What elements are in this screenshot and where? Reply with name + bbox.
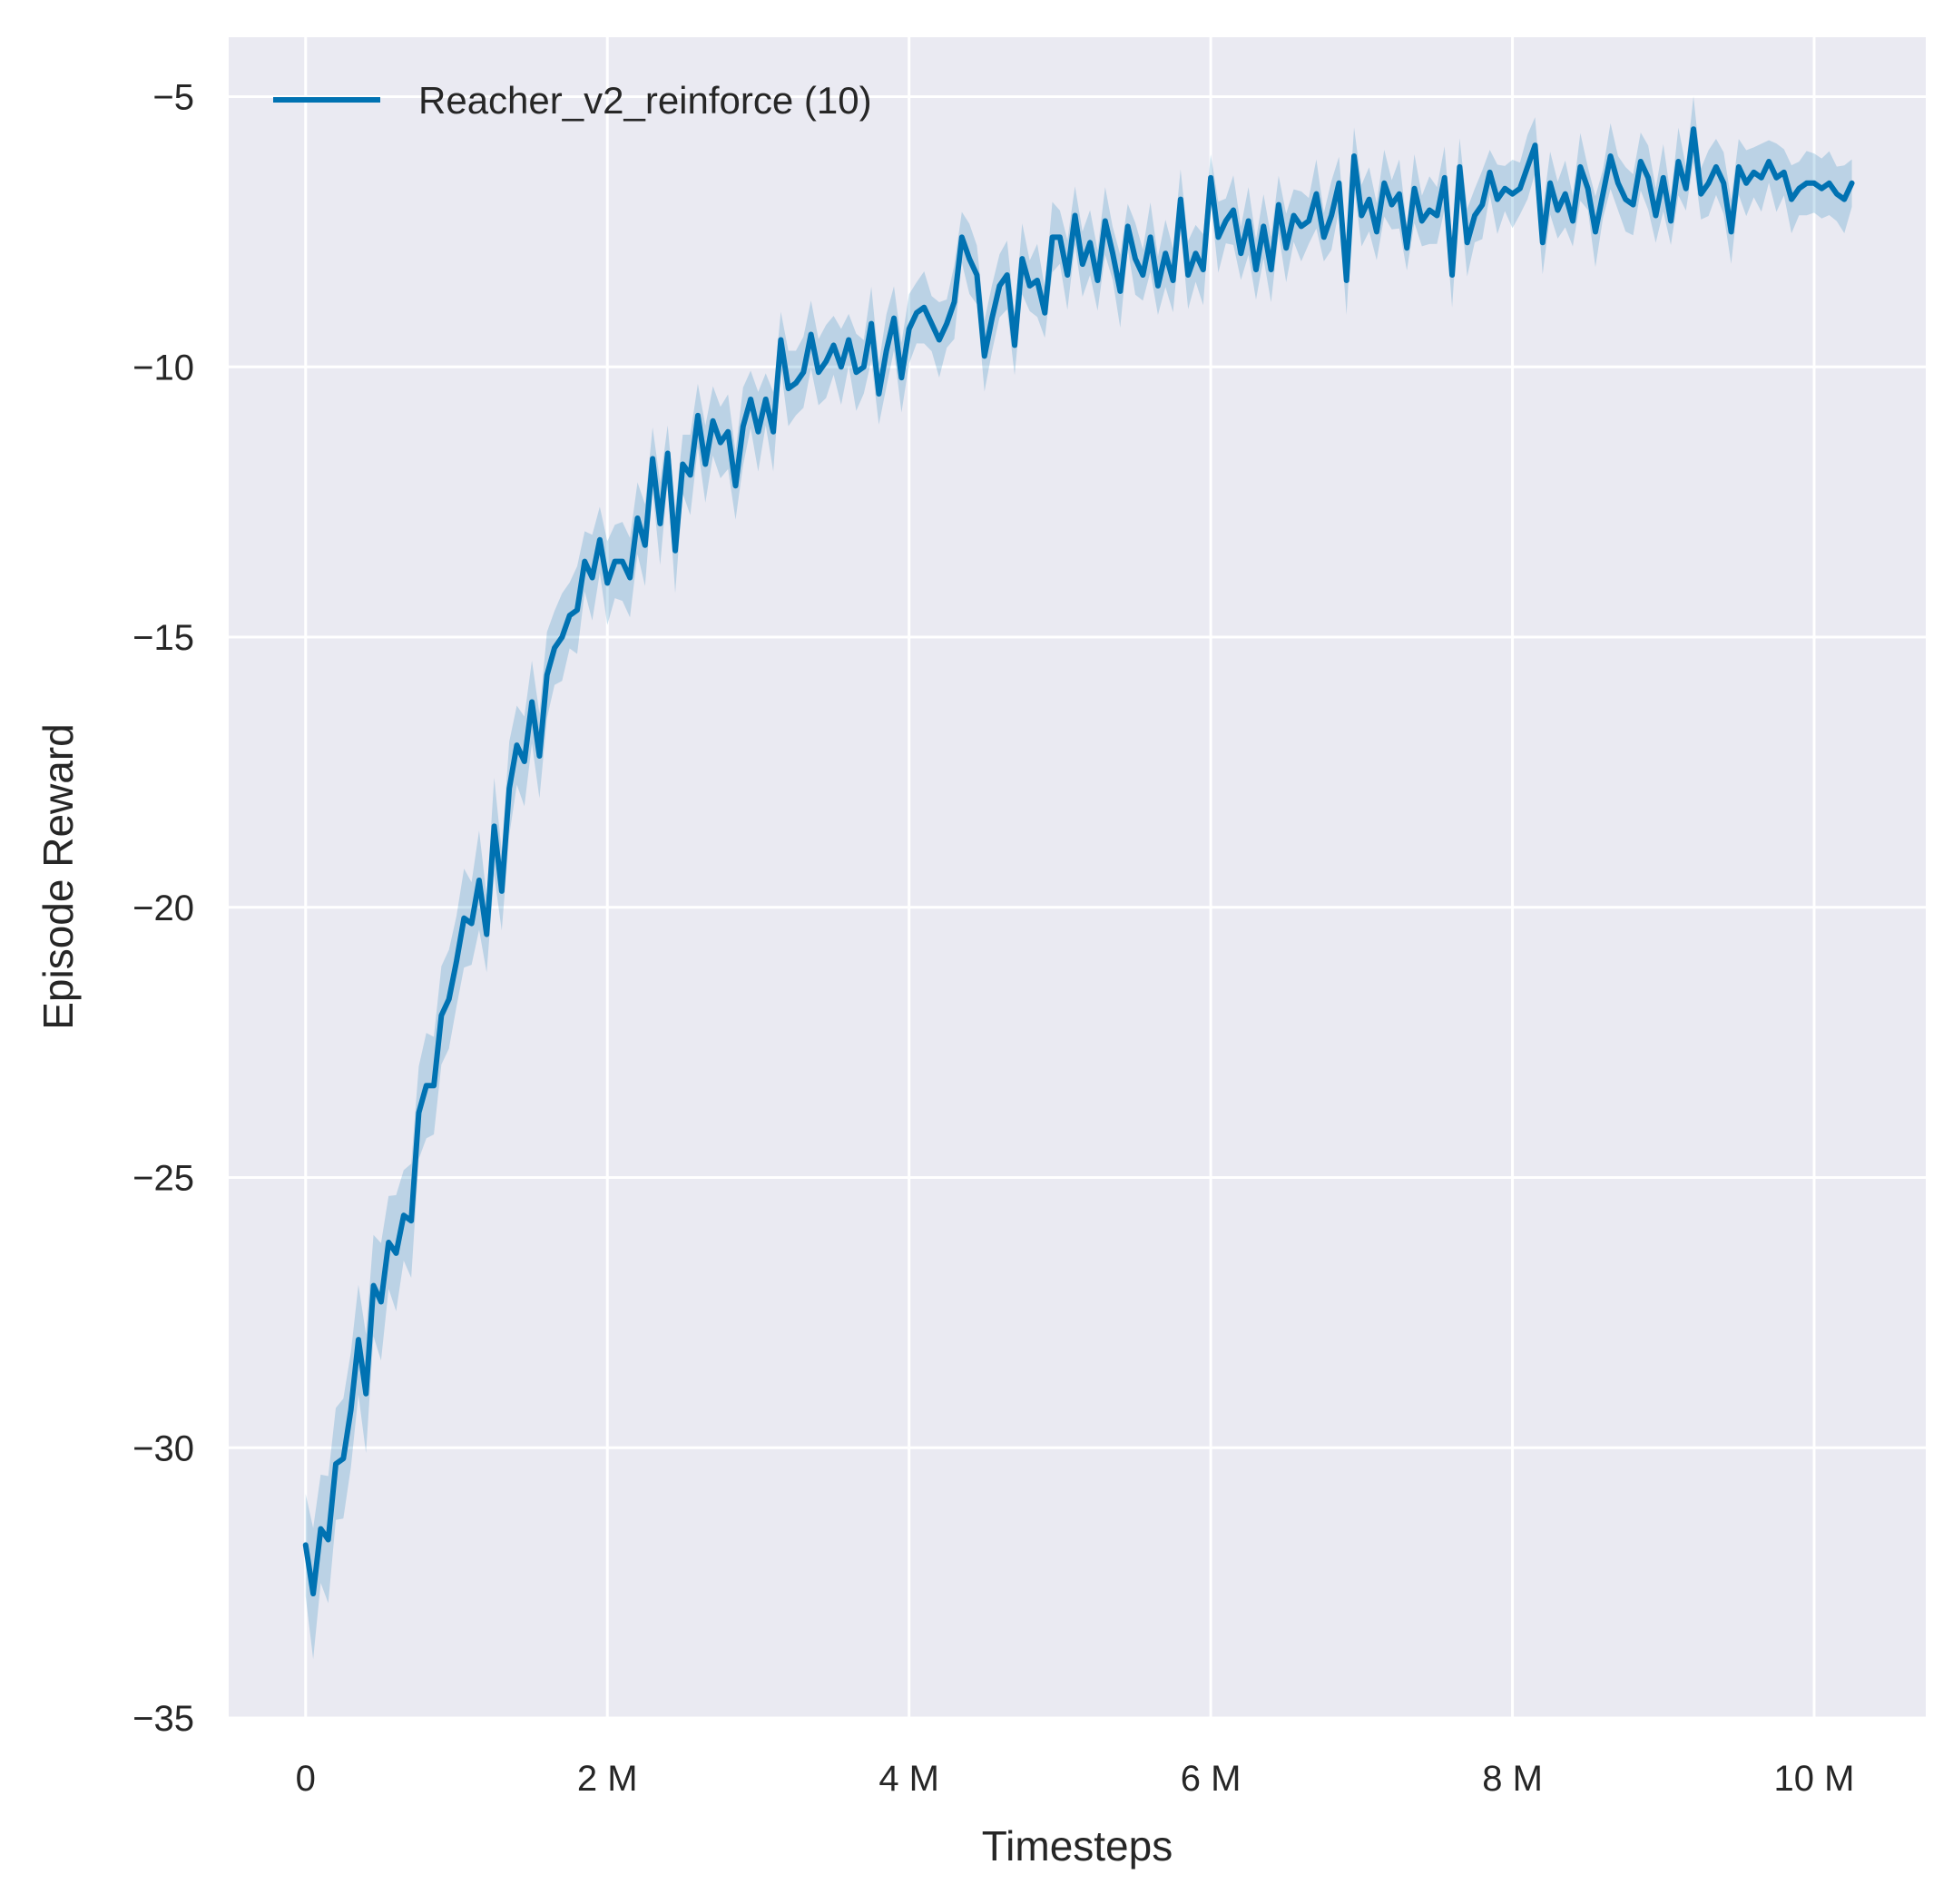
y-tick-label: −5 — [152, 78, 194, 118]
plot-background — [229, 37, 1926, 1718]
confidence-band — [305, 96, 1852, 1660]
series-confidence-band — [305, 96, 1852, 1660]
y-tick-labels: −35 −30 −25 −20 −15 −10 −5 — [132, 78, 194, 1739]
series-line — [302, 126, 1855, 1597]
legend-label: Reacher_v2_reinforce (10) — [418, 79, 872, 122]
grid — [229, 37, 1926, 1720]
y-tick-label: −30 — [132, 1428, 194, 1468]
y-tick-label: −35 — [132, 1699, 194, 1739]
x-tick-label: 2 M — [577, 1759, 638, 1799]
x-tick-labels: 0 2 M 4 M 6 M 8 M 10 M — [296, 1759, 1855, 1799]
y-tick-label: −15 — [132, 618, 194, 658]
x-tick-label: 8 M — [1482, 1759, 1543, 1799]
y-tick-label: −10 — [132, 348, 194, 388]
x-axis-label: Timesteps — [982, 1822, 1173, 1870]
x-tick-label: 10 M — [1774, 1759, 1855, 1799]
x-tick-label: 4 M — [878, 1759, 939, 1799]
x-tick-label: 6 M — [1181, 1759, 1241, 1799]
y-tick-label: −20 — [132, 888, 194, 928]
series-lines — [302, 126, 1855, 1597]
legend: Reacher_v2_reinforce (10) — [273, 79, 872, 122]
x-tick-label: 0 — [296, 1759, 316, 1799]
y-tick-label: −25 — [132, 1159, 194, 1199]
y-axis-label: Episode Reward — [34, 723, 82, 1030]
